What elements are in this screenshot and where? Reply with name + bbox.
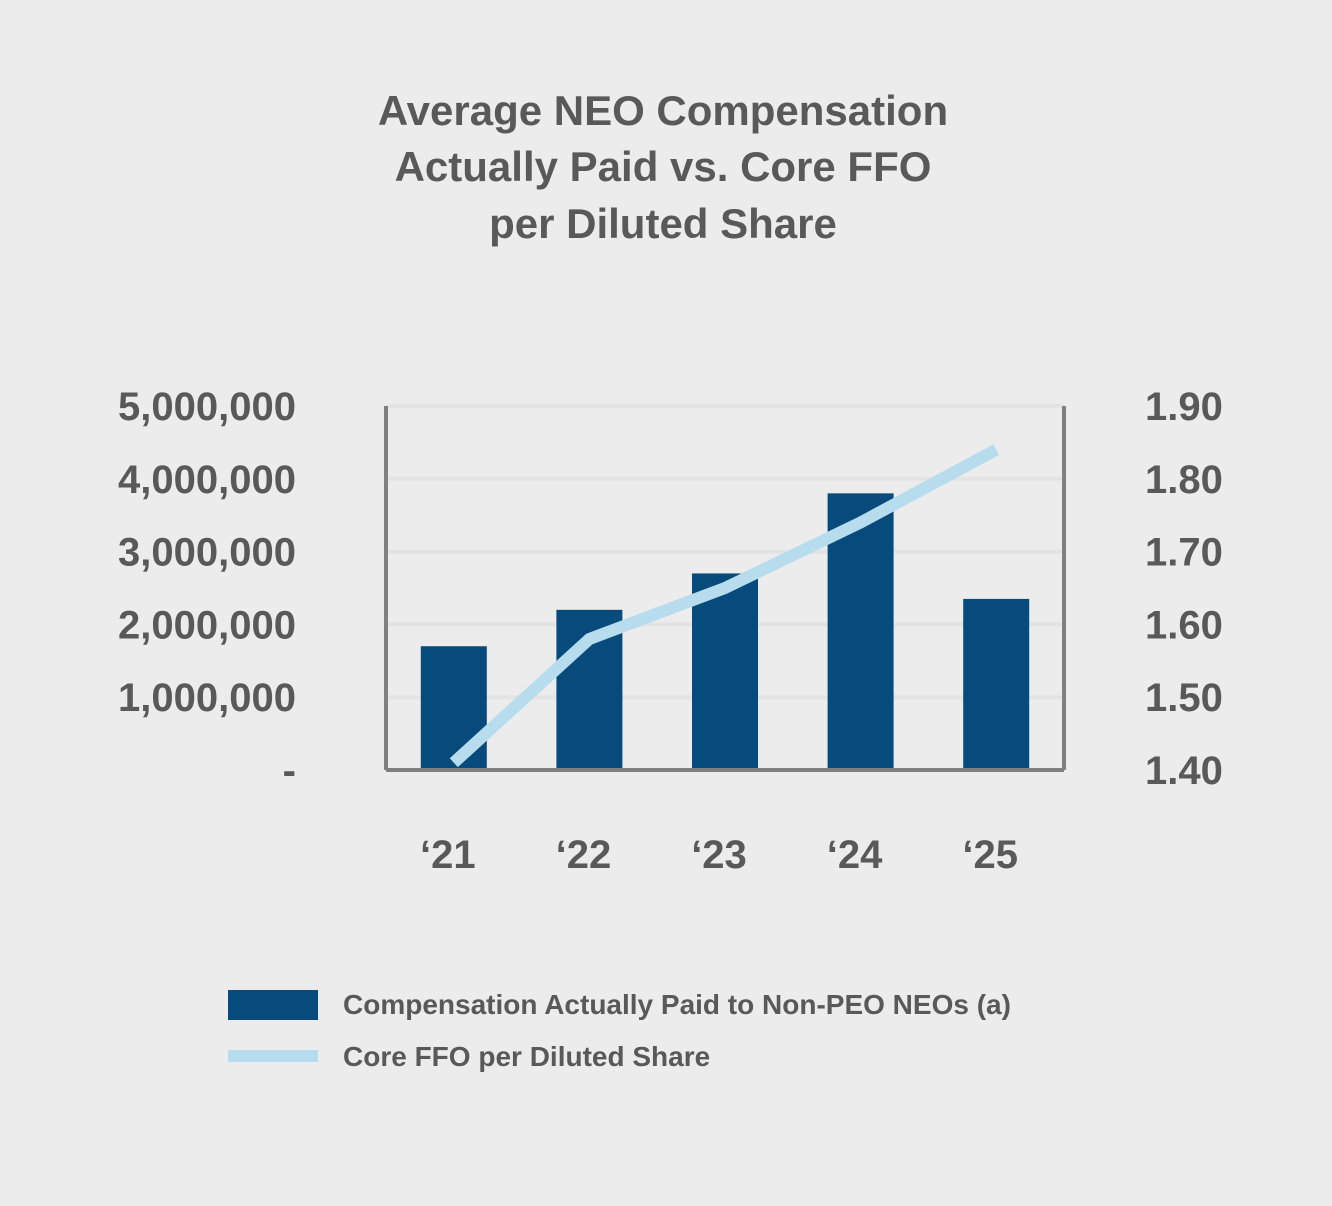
y-left-tick-label: 1,000,000 — [118, 676, 296, 720]
axes — [384, 406, 1066, 772]
y-right-tick-label: 1.70 — [1145, 531, 1223, 575]
x-tick-label: ‘22 — [556, 833, 612, 877]
bar — [963, 598, 1030, 770]
x-tick-label: ‘24 — [827, 833, 883, 877]
y-right-tick-label: 1.90 — [1145, 385, 1223, 429]
chart-title: Average NEO Compensation Actually Paid v… — [378, 87, 948, 247]
y-right-tick-label: 1.60 — [1145, 603, 1223, 647]
y-left-tick-label: 2,000,000 — [118, 603, 296, 647]
line-series — [449, 444, 1000, 768]
bar-series — [420, 493, 1030, 770]
y-left-tick-label: 3,000,000 — [118, 531, 296, 575]
legend-label-bar: Compensation Actually Paid to Non-PEO NE… — [343, 989, 1011, 1020]
y-axis-right-labels: 1.40 1.50 1.60 1.70 1.80 1.90 — [1145, 385, 1223, 793]
x-tick-label: ‘23 — [691, 833, 747, 877]
chart-title-line-1: Average NEO Compensation — [378, 87, 948, 134]
x-axis-labels: ‘21 ‘22 ‘23 ‘24 ‘25 — [420, 833, 1018, 877]
legend-swatch-bar — [228, 990, 318, 1020]
y-right-tick-label: 1.80 — [1145, 458, 1223, 502]
y-right-tick-label: 1.40 — [1145, 749, 1223, 793]
y-left-tick-label: 4,000,000 — [118, 458, 296, 502]
y-left-tick-label: - — [283, 749, 296, 793]
legend-label-line: Core FFO per Diluted Share — [343, 1041, 710, 1072]
bar — [420, 646, 487, 770]
y-left-tick-label: 5,000,000 — [118, 385, 296, 429]
y-axis-left-labels: - 1,000,000 2,000,000 3,000,000 4,000,000 5,0… — [118, 385, 296, 793]
x-tick-label: ‘21 — [420, 833, 476, 877]
chart-title-line-3: per Diluted Share — [489, 200, 837, 247]
legend: Compensation Actually Paid to Non-PEO NE… — [228, 989, 1011, 1072]
chart-title-line-2: Actually Paid vs. Core FFO — [395, 143, 932, 190]
x-tick-label: ‘25 — [962, 833, 1018, 877]
bar — [692, 573, 758, 770]
y-right-tick-label: 1.50 — [1145, 676, 1223, 720]
